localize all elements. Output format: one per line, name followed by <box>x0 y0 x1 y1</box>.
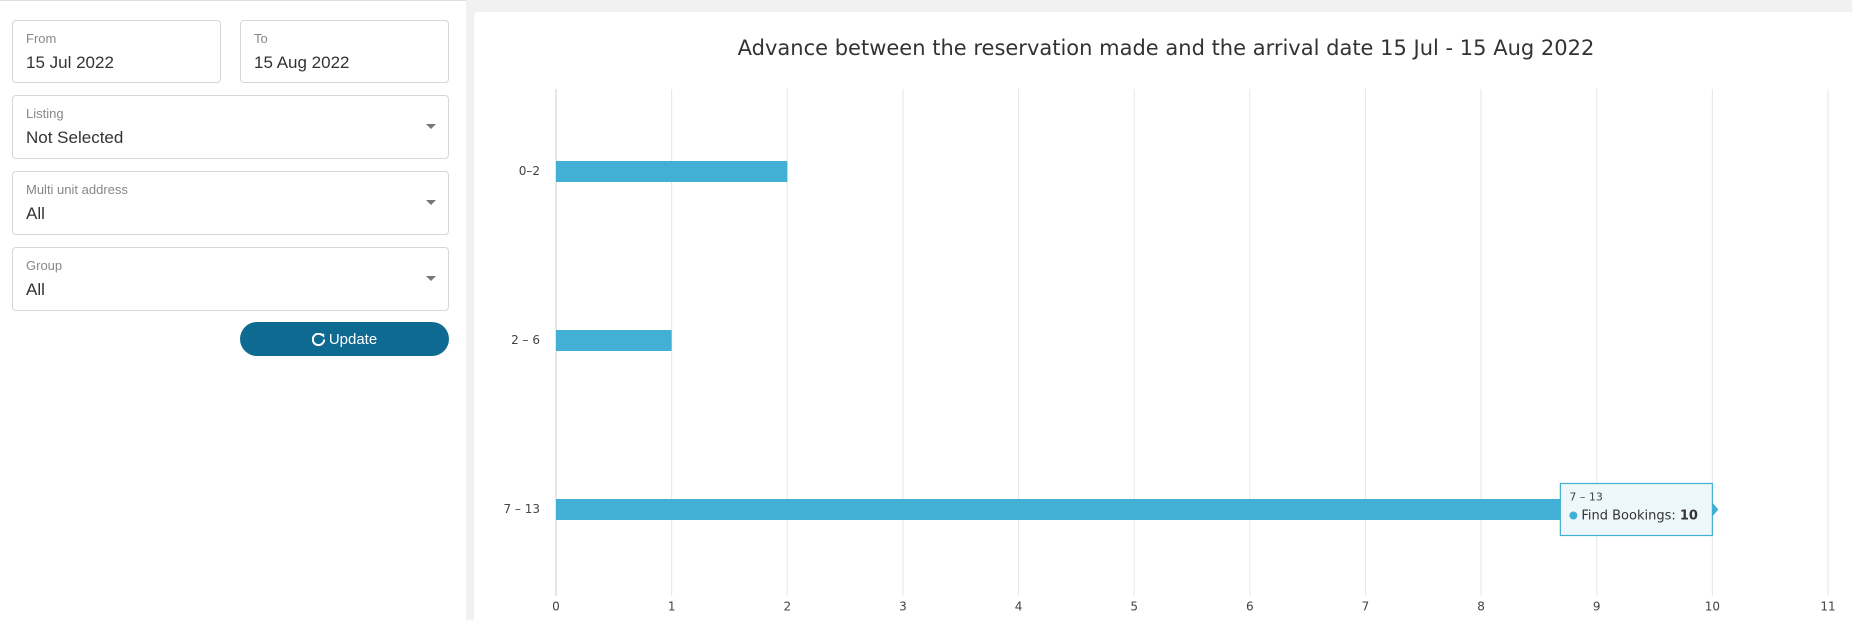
field-label: Multi unit address <box>26 182 128 197</box>
bar <box>556 330 672 351</box>
from-field[interactable]: From 15 Jul 2022 <box>12 20 221 83</box>
x-tick-label: 5 <box>1130 600 1138 614</box>
tooltip-text: Find Bookings: 10 <box>1581 508 1698 523</box>
x-tick-label: 8 <box>1477 600 1485 614</box>
x-tick-label: 6 <box>1246 600 1254 614</box>
chart-title: Advance between the reservation made and… <box>738 36 1595 60</box>
bar <box>556 161 788 182</box>
y-tick-label: 0–2 <box>519 164 540 178</box>
y-tick-label: 2 – 6 <box>511 333 540 347</box>
update-button[interactable]: Update <box>240 322 449 356</box>
tooltip-category: 7 – 13 <box>1569 491 1603 504</box>
filter-panel: From 15 Jul 2022 To 15 Aug 2022 Listing … <box>0 0 466 620</box>
bar <box>556 499 1713 520</box>
y-tick-label: 7 – 13 <box>503 502 540 516</box>
field-label: Group <box>26 258 63 273</box>
field-label: To <box>254 31 268 46</box>
field-value: Not Selected <box>26 128 124 147</box>
x-tick-label: 11 <box>1820 600 1835 614</box>
tooltip-sep: : <box>1671 508 1680 523</box>
caret <box>426 276 436 281</box>
chart-card <box>474 12 1852 620</box>
to-field[interactable]: To 15 Aug 2022 <box>240 20 449 83</box>
x-tick-label: 0 <box>552 600 560 614</box>
field-value: All <box>26 280 45 299</box>
x-tick-label: 7 <box>1362 600 1370 614</box>
caret <box>426 200 436 205</box>
tooltip-pointer <box>1712 502 1719 517</box>
tooltip-value: 10 <box>1680 508 1698 523</box>
multi-unit-select[interactable]: Multi unit address All <box>12 171 449 235</box>
field-label: From <box>26 31 57 46</box>
listing-select[interactable]: Listing Not Selected <box>12 95 449 159</box>
chart: Advance between the reservation made and… <box>474 12 1852 620</box>
tooltip: 7 – 13 Find Bookings: 10 <box>1559 482 1719 537</box>
field-value: 15 Aug 2022 <box>254 53 350 72</box>
tooltip-series: Find Bookings <box>1581 508 1671 523</box>
x-tick-label: 9 <box>1593 600 1601 614</box>
field-value: 15 Jul 2022 <box>26 53 114 72</box>
caret <box>426 124 436 129</box>
x-tick-label: 10 <box>1705 600 1720 614</box>
x-tick-label: 1 <box>668 600 676 614</box>
group-select[interactable]: Group All <box>12 247 449 311</box>
x-tick-label: 2 <box>783 600 791 614</box>
chart-area: Advance between the reservation made and… <box>466 0 1852 620</box>
button-label: Update <box>328 330 378 348</box>
field-label: Listing <box>26 106 64 121</box>
x-tick-label: 4 <box>1015 600 1023 614</box>
x-tick-label: 3 <box>899 600 907 614</box>
tooltip-dot <box>1569 511 1578 520</box>
field-value: All <box>26 204 45 223</box>
refresh-icon <box>311 332 325 346</box>
